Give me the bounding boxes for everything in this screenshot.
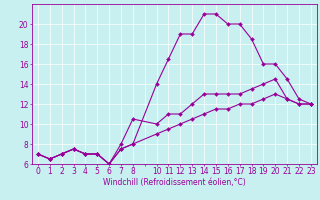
X-axis label: Windchill (Refroidissement éolien,°C): Windchill (Refroidissement éolien,°C) (103, 178, 246, 187)
